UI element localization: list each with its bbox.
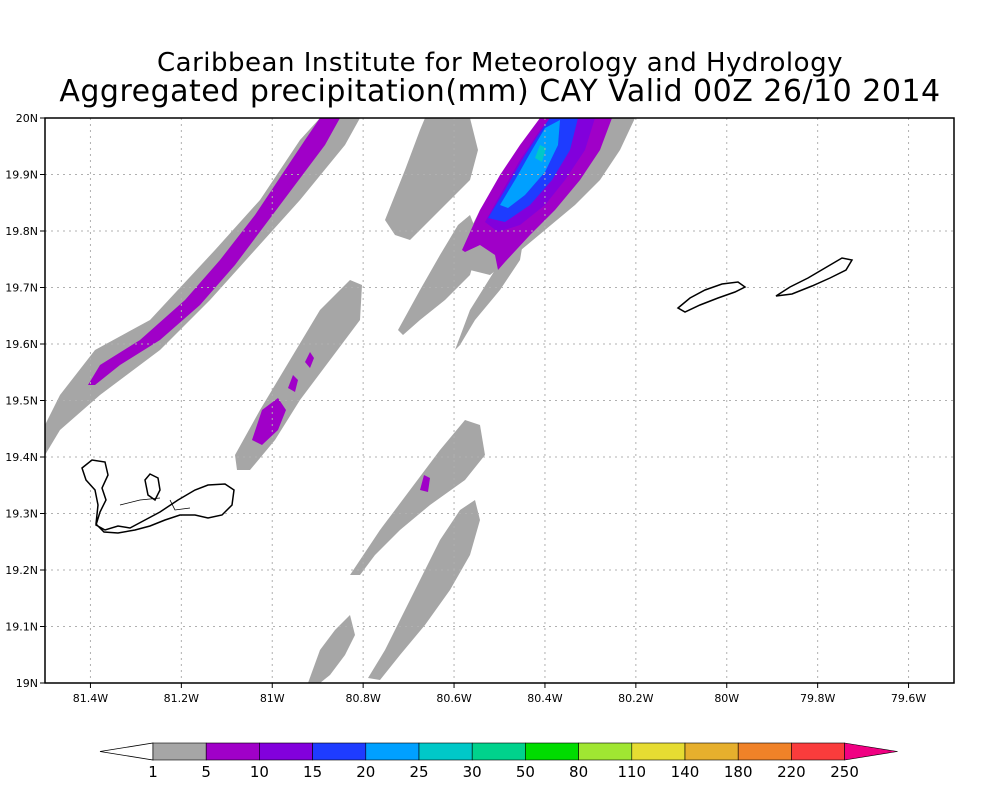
lat-tick-label: 19.9N bbox=[5, 169, 38, 182]
lon-tick-label: 81.4W bbox=[73, 692, 108, 705]
precip-band-grey bbox=[350, 420, 485, 575]
lon-tick-label: 80.2W bbox=[618, 692, 653, 705]
colorbar-swatch bbox=[791, 742, 845, 761]
island-grand-cayman bbox=[81, 459, 235, 534]
colorbar-level-label: 220 bbox=[777, 763, 806, 781]
lon-tick-label: 81.2W bbox=[164, 692, 199, 705]
figure-subtitle: Aggregated precipitation(mm) CAY Valid 0… bbox=[59, 74, 941, 109]
colorbar-swatch bbox=[259, 742, 313, 761]
island-cayman-brac bbox=[775, 257, 854, 297]
colorbar-level-label: 15 bbox=[303, 763, 322, 781]
colorbar-swatch bbox=[631, 742, 686, 761]
lat-tick-label: 19.1N bbox=[5, 621, 38, 634]
precip-band-cyan bbox=[535, 145, 546, 162]
lon-tick-label: 80.6W bbox=[436, 692, 471, 705]
lat-tick-label: 20N bbox=[16, 112, 38, 125]
precip-band-purple bbox=[305, 352, 314, 368]
lon-tick-label: 81W bbox=[260, 692, 285, 705]
lon-tick-label: 80.8W bbox=[345, 692, 380, 705]
colorbar-swatch bbox=[525, 742, 579, 761]
colorbar-swatch bbox=[471, 742, 526, 761]
precip-band-purple bbox=[252, 398, 286, 445]
colorbar-level-label: 250 bbox=[830, 763, 859, 781]
lat-tick-label: 19.6N bbox=[5, 338, 38, 351]
precip-band-grey bbox=[308, 615, 355, 683]
lat-tick-label: 19.7N bbox=[5, 282, 38, 295]
precip-band-grey bbox=[398, 215, 480, 335]
colorbar: 1 5 10 15 20 25 30 50 80 110 140 180 220 250 bbox=[99, 742, 898, 781]
precip-band-purple bbox=[88, 118, 340, 385]
colorbar-level-label: 50 bbox=[516, 763, 535, 781]
precip-band-purple bbox=[420, 475, 430, 492]
colorbar-level-label: 140 bbox=[671, 763, 700, 781]
colorbar-swatch bbox=[312, 742, 367, 761]
lon-tick-label: 80.4W bbox=[527, 692, 562, 705]
colorbar-level-label: 80 bbox=[569, 763, 588, 781]
lat-tick-label: 19N bbox=[16, 677, 38, 690]
colorbar-above-arrow bbox=[844, 742, 898, 761]
lat-tick-labels: 20N 19.9N 19.8N 19.7N 19.6N 19.5N 19.4N 19.3N 19… bbox=[5, 112, 45, 690]
colorbar-level-label: 180 bbox=[724, 763, 753, 781]
colorbar-swatch bbox=[737, 742, 792, 761]
colorbar-swatch bbox=[205, 742, 260, 761]
lat-tick-label: 19.2N bbox=[5, 564, 38, 577]
colorbar-level-label: 25 bbox=[409, 763, 428, 781]
island-little-cayman bbox=[676, 281, 747, 313]
lon-tick-label: 79.6W bbox=[891, 692, 926, 705]
colorbar-swatch bbox=[152, 742, 207, 761]
lon-tick-labels: 81.4W 81.2W 81W 80.8W 80.6W 80.4W 80.2W 80W 79.8… bbox=[73, 683, 926, 705]
precip-fields bbox=[45, 118, 635, 683]
colorbar-level-label: 1 bbox=[148, 763, 158, 781]
lat-tick-label: 19.8N bbox=[5, 225, 38, 238]
precip-band-grey bbox=[385, 118, 478, 240]
colorbar-level-label: 10 bbox=[250, 763, 269, 781]
colorbar-swatch bbox=[418, 742, 473, 761]
colorbar-level-label: 30 bbox=[463, 763, 482, 781]
precip-band-purple bbox=[288, 375, 298, 392]
colorbar-swatch bbox=[578, 742, 633, 761]
colorbar-level-label: 110 bbox=[617, 763, 646, 781]
precip-band-grey bbox=[368, 500, 480, 680]
lon-tick-label: 79.8W bbox=[800, 692, 835, 705]
colorbar-level-label: 20 bbox=[356, 763, 375, 781]
colorbar-below-arrow bbox=[99, 742, 154, 761]
lat-tick-label: 19.4N bbox=[5, 451, 38, 464]
figure-title: Caribbean Institute for Meteorology and … bbox=[157, 48, 843, 78]
colorbar-level-label: 5 bbox=[201, 763, 211, 781]
colorbar-swatch bbox=[684, 742, 739, 761]
lon-tick-label: 80W bbox=[714, 692, 739, 705]
graticule bbox=[45, 118, 954, 683]
lat-tick-label: 19.3N bbox=[5, 508, 38, 521]
lat-tick-label: 19.5N bbox=[5, 395, 38, 408]
colorbar-swatch bbox=[365, 742, 420, 761]
